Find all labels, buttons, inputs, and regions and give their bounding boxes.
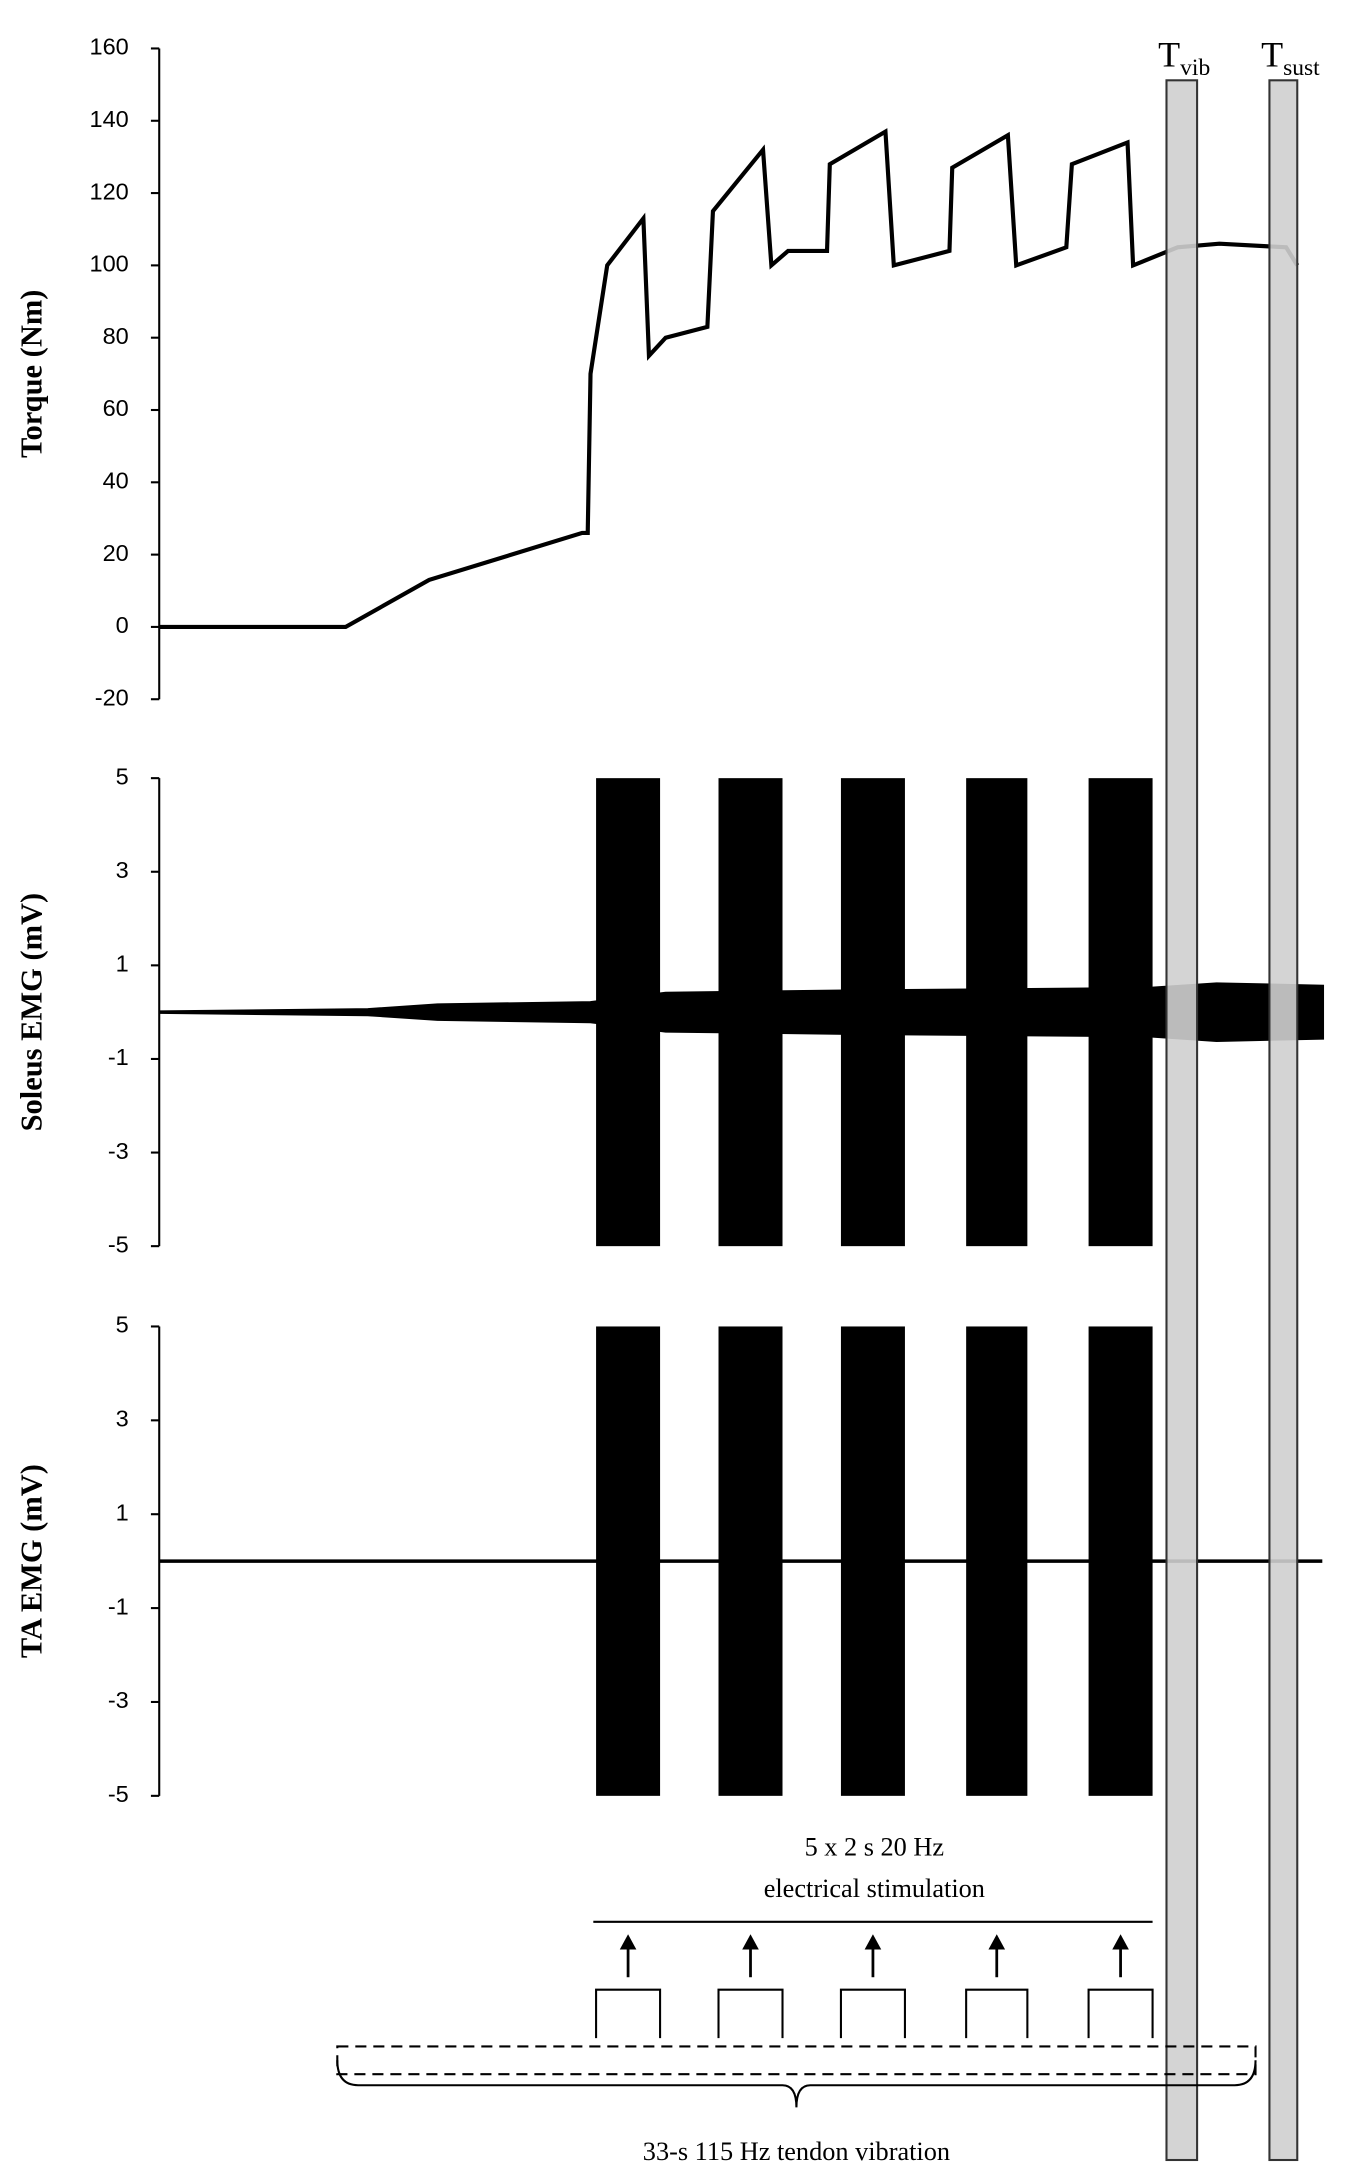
- y-tick-label: -3: [108, 1138, 129, 1164]
- y-tick-label: -5: [108, 1231, 129, 1257]
- y-tick-label: 40: [103, 468, 129, 494]
- y-axis-label: Soleus EMG (mV): [15, 893, 49, 1132]
- y-tick-label: 3: [116, 1406, 129, 1432]
- stim-pulse: [595, 1988, 662, 2039]
- stim-arrowhead: [864, 1934, 882, 1950]
- y-tick-label: 80: [103, 323, 129, 349]
- y-tick-label: 3: [116, 857, 129, 883]
- y-tick-label: -20: [95, 684, 129, 710]
- emg-burst: [840, 778, 905, 1247]
- emg-burst: [718, 778, 783, 1247]
- emg-burst: [840, 1326, 905, 1796]
- measure-window: [1165, 79, 1199, 2162]
- y-tick-label: -3: [108, 1687, 129, 1713]
- y-tick-label: 20: [103, 540, 129, 566]
- y-tick-label: 100: [90, 251, 129, 277]
- y-tick-label: 5: [116, 763, 129, 789]
- emg-burst: [1088, 1326, 1153, 1796]
- emg-burst: [966, 1326, 1028, 1796]
- emg-burst: [596, 1326, 661, 1796]
- stim-arrowhead: [619, 1934, 637, 1950]
- stim-pulse: [839, 1988, 906, 2039]
- vibration-window: [336, 2045, 1257, 2076]
- measure-window: [1268, 79, 1299, 2162]
- stim-pulse: [1087, 1988, 1154, 2039]
- measure-label: Tvib: [1158, 34, 1210, 80]
- measure-label-main: T: [1261, 34, 1283, 74]
- emg-burst: [1088, 778, 1153, 1247]
- stim-arrowhead: [1112, 1934, 1129, 1950]
- emg-burst: [966, 778, 1028, 1247]
- vibration-brace: [336, 2060, 1257, 2108]
- y-tick-label: 5: [116, 1312, 129, 1338]
- y-axis-label: Torque (Nm): [15, 290, 49, 458]
- stim-arrowhead: [988, 1934, 1006, 1950]
- stim-pulse: [965, 1988, 1029, 2039]
- emg-burst: [718, 1326, 783, 1796]
- y-axis-label: TA EMG (mV): [15, 1464, 49, 1658]
- y-tick-label: 0: [116, 612, 129, 638]
- y-tick-label: 160: [90, 34, 129, 60]
- y-tick-label: 1: [116, 1499, 129, 1525]
- torque-line: [159, 128, 1300, 630]
- stim-pulse: [717, 1988, 784, 2039]
- measure-label: Tsust: [1261, 34, 1320, 80]
- y-tick-label: -1: [108, 1593, 129, 1619]
- y-tick-label: 140: [90, 106, 129, 132]
- measure-label-sub: vib: [1180, 55, 1210, 81]
- stim-label: electrical stimulation: [764, 1874, 985, 1903]
- y-tick-label: 120: [90, 178, 129, 204]
- measure-label-main: T: [1158, 34, 1180, 74]
- stim-label: 5 x 2 s 20 Hz: [805, 1832, 945, 1861]
- stim-arrowhead: [742, 1934, 759, 1950]
- y-tick-label: 1: [116, 951, 129, 977]
- y-tick-label: 60: [103, 395, 129, 421]
- measure-label-sub: sust: [1283, 55, 1320, 81]
- y-tick-label: -1: [108, 1044, 129, 1070]
- emg-burst: [596, 778, 661, 1247]
- vibration-label: 33-s 115 Hz tendon vibration: [643, 2137, 950, 2166]
- y-tick-label: -5: [108, 1781, 129, 1807]
